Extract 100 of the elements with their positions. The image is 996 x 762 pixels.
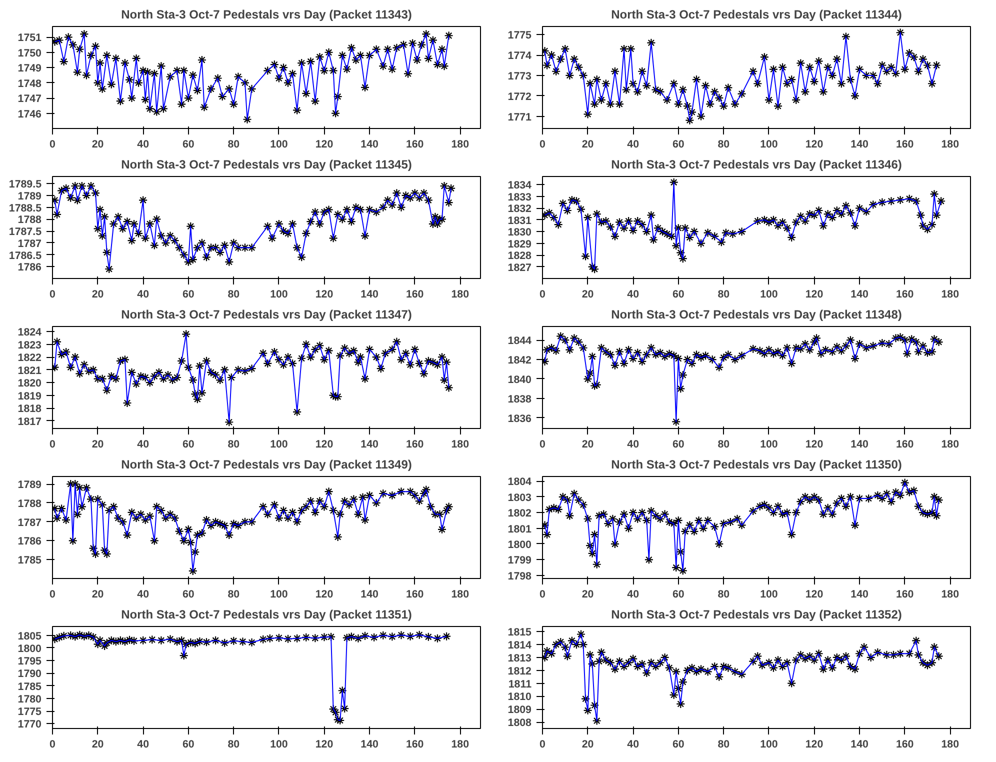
x-tick-label: 100 [270, 588, 288, 600]
y-tick-label: 1804 [508, 476, 532, 488]
y-tick-label: 1802 [508, 508, 532, 520]
y-tick-label: 1785 [18, 680, 42, 693]
y-tick-label: 1790 [18, 668, 42, 680]
x-tick-label: 20 [92, 588, 104, 600]
y-tick-label: 1788 [18, 214, 42, 226]
x-tick-label: 0 [50, 438, 56, 450]
y-tick-label: 1822 [18, 352, 42, 364]
x-tick-label: 0 [50, 738, 56, 750]
y-tick-label: 1827 [508, 262, 532, 274]
x-tick-label: 0 [50, 138, 56, 150]
y-tick-label: 1795 [18, 656, 42, 668]
x-tick-label: 40 [627, 738, 640, 750]
x-tick-label: 60 [182, 588, 194, 600]
y-tick-label: 1786 [18, 262, 42, 274]
y-tick-label: 1786 [18, 536, 42, 548]
x-tick-label: 20 [582, 288, 594, 300]
y-tick-label: 1815 [508, 626, 532, 639]
x-tick-label: 100 [760, 738, 778, 750]
y-tick-label: 1749 [18, 62, 42, 75]
chart-title: North Sta-3 Oct-7 Pedestals vrs Day (Packet 11345) [121, 158, 412, 172]
x-tick-label: 80 [228, 588, 240, 600]
x-tick-label: 180 [941, 288, 960, 300]
y-tick-label: 1829 [508, 238, 532, 250]
x-tick-label: 140 [360, 738, 378, 750]
y-tick-label: 1832 [508, 203, 532, 216]
chart-title: North Sta-3 Oct-7 Pedestals vrs Day (Packet 11343) [121, 8, 412, 22]
x-tick-label: 40 [137, 138, 150, 150]
x-tick-label: 160 [406, 288, 424, 300]
y-tick-label: 1800 [508, 538, 532, 551]
y-tick-label: 1831 [508, 214, 532, 227]
x-tick-label: 140 [850, 738, 868, 750]
x-tick-label: 80 [228, 738, 240, 750]
y-tick-label: 1838 [508, 393, 532, 406]
chart-title: North Sta-3 Oct-7 Pedestals vrs Day (Packet 11346) [611, 158, 902, 172]
y-tick-label: 1813 [508, 652, 532, 664]
x-tick-label: 120 [315, 588, 334, 600]
y-tick-label: 1775 [508, 30, 532, 42]
y-tick-label: 1746 [18, 108, 42, 120]
x-tick-label: 120 [805, 438, 824, 450]
x-tick-label: 180 [451, 438, 470, 450]
y-tick-label: 1773 [508, 70, 532, 82]
x-tick-label: 80 [228, 138, 240, 150]
x-tick-label: 20 [92, 438, 104, 450]
x-tick-label: 120 [315, 288, 334, 300]
y-tick-label: 1771 [508, 111, 532, 124]
y-tick-label: 1770 [18, 718, 42, 731]
y-tick-label: 1786.5 [8, 250, 42, 262]
y-tick-label: 1817 [18, 416, 42, 428]
x-tick-label: 160 [406, 138, 424, 150]
chart-title: North Sta-3 Oct-7 Pedestals vrs Day (Packet 11349) [121, 458, 412, 472]
x-tick-label: 160 [406, 738, 424, 750]
x-tick-label: 160 [896, 288, 914, 300]
x-tick-label: 20 [582, 588, 594, 600]
x-tick-label: 20 [92, 138, 104, 150]
x-tick-label: 40 [137, 738, 150, 750]
x-tick-label: 60 [672, 138, 684, 150]
y-tick-label: 1775 [18, 706, 42, 718]
chart-title: North Sta-3 Oct-7 Pedestals vrs Day (Packet 11344) [611, 8, 902, 22]
x-tick-label: 20 [92, 288, 104, 300]
x-tick-label: 20 [92, 738, 104, 750]
y-tick-label: 1808 [508, 717, 532, 730]
x-tick-label: 40 [137, 288, 150, 300]
x-tick-label: 40 [627, 288, 640, 300]
x-tick-label: 140 [360, 588, 378, 600]
x-tick-label: 140 [850, 138, 868, 150]
x-tick-label: 40 [627, 588, 640, 600]
x-tick-label: 80 [718, 738, 730, 750]
x-tick-label: 0 [540, 738, 546, 750]
y-tick-label: 1785 [18, 554, 42, 567]
x-tick-label: 80 [228, 288, 240, 300]
x-tick-label: 60 [182, 438, 194, 450]
x-tick-label: 100 [270, 438, 288, 450]
x-tick-label: 120 [805, 738, 824, 750]
x-tick-label: 140 [850, 588, 868, 600]
x-tick-label: 40 [627, 138, 640, 150]
y-tick-label: 1819 [18, 390, 42, 402]
y-tick-label: 1788.5 [8, 202, 42, 214]
y-tick-label: 1820 [18, 378, 42, 390]
y-tick-label: 1805 [18, 630, 42, 642]
x-tick-label: 60 [182, 138, 194, 150]
x-tick-label: 180 [941, 588, 960, 600]
x-tick-label: 140 [850, 438, 868, 450]
x-tick-label: 40 [137, 588, 150, 600]
x-tick-label: 180 [451, 288, 470, 300]
x-tick-label: 60 [672, 288, 684, 300]
chart-title: North Sta-3 Oct-7 Pedestals vrs Day (Packet 11348) [611, 308, 902, 322]
chart-title: North Sta-3 Oct-7 Pedestals vrs Day (Packet 11351) [121, 608, 412, 622]
x-tick-label: 100 [760, 138, 778, 150]
x-tick-label: 60 [182, 738, 194, 750]
y-tick-label: 1787.5 [8, 226, 42, 238]
x-tick-label: 180 [451, 138, 470, 150]
y-tick-label: 1748 [18, 78, 42, 90]
y-tick-label: 1824 [18, 326, 42, 339]
x-tick-label: 0 [540, 288, 546, 300]
x-tick-label: 40 [137, 438, 150, 450]
x-tick-label: 160 [896, 588, 914, 600]
y-tick-label: 1814 [508, 640, 532, 652]
y-tick-label: 1789 [18, 190, 42, 202]
